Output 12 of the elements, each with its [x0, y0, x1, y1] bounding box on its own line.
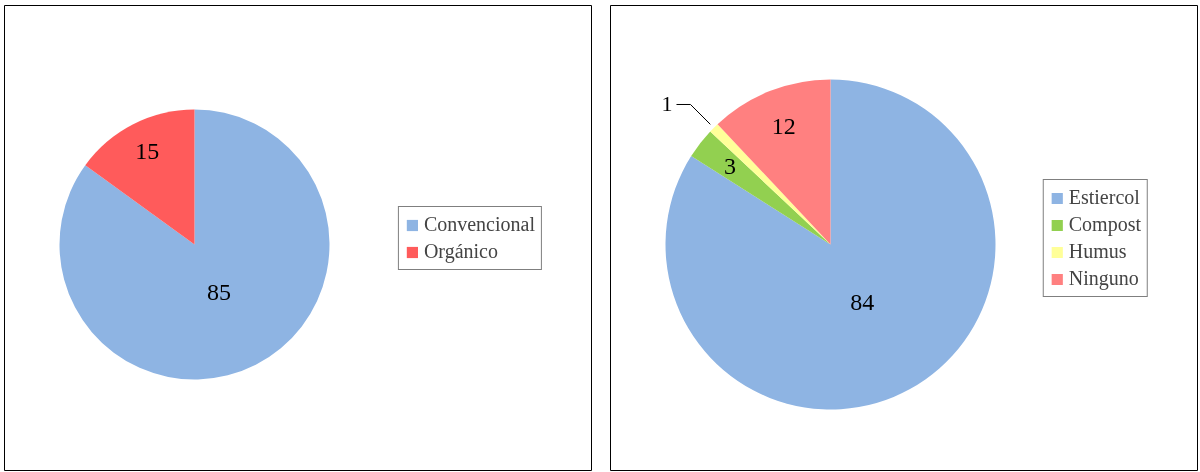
legend-label: Convencional — [423, 213, 535, 236]
legend-label: Humus — [1068, 240, 1127, 263]
data-label: 84 — [850, 288, 875, 315]
data-label: 12 — [771, 112, 796, 139]
data-label: 85 — [207, 279, 232, 306]
legend-label: Ninguno — [1068, 267, 1139, 290]
legend-label: Compost — [1068, 213, 1141, 236]
data-label: 15 — [135, 138, 160, 165]
legend-label: Orgánico — [423, 240, 498, 263]
data-label: 3 — [724, 153, 737, 180]
legend-label: Estiercol — [1068, 186, 1140, 209]
data-label: 1 — [661, 91, 673, 117]
